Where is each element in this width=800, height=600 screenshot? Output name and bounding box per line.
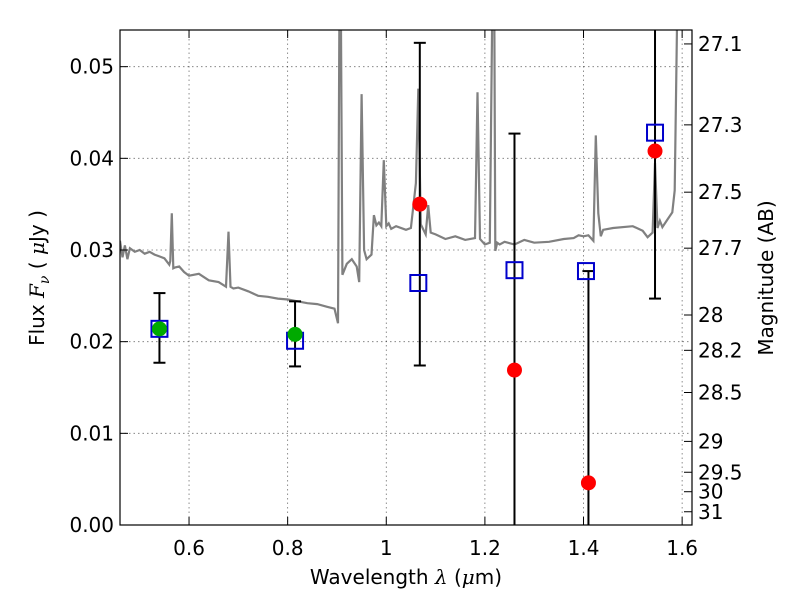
x-tick-label: 1.2 <box>469 536 501 560</box>
y-tick-label: 0.05 <box>69 55 114 79</box>
gridlines <box>120 30 692 525</box>
mag-tick-label: 31 <box>698 500 723 524</box>
observed-point <box>506 362 522 378</box>
y-tick-label: 0.04 <box>69 146 114 170</box>
observed-markers <box>151 143 663 491</box>
model-band-square <box>150 319 169 338</box>
mag-tick-label: 29 <box>698 429 723 453</box>
plot-frame <box>119 29 693 526</box>
mag-tick-label: 30 <box>698 480 723 504</box>
x-tick-label: 0.8 <box>272 536 304 560</box>
y-tick-label: 0.00 <box>69 513 114 537</box>
mag-tick-label: 28 <box>698 303 723 327</box>
mag-tick-label: 27.7 <box>698 236 743 260</box>
x-tick-label: 0.6 <box>173 536 205 560</box>
model-band-square <box>409 274 428 292</box>
model-band-square <box>505 261 524 280</box>
x-tick-label: 1.6 <box>666 536 698 560</box>
model-band-square <box>646 123 665 142</box>
y-ticks: 0.00 0.01 0.02 0.03 0.04 0.05 <box>69 55 128 537</box>
mag-tick-label: 27.1 <box>698 32 743 56</box>
y2-axis-label: Magnitude (AB) <box>754 200 778 355</box>
x-axis-label: Wavelength λ (μm) <box>310 565 502 589</box>
observed-point <box>580 475 596 491</box>
observed-point <box>647 143 663 159</box>
observed-point <box>287 326 303 342</box>
x-tick-label: 1 <box>380 536 393 560</box>
x-tick-label: 1.4 <box>568 536 600 560</box>
model-spectrum-line <box>120 30 679 324</box>
mag-tick-label: 27.3 <box>698 113 743 137</box>
mag-tick-label: 27.5 <box>698 180 743 204</box>
model-band-square <box>576 262 595 281</box>
x-ticks: 0.6 0.8 1 1.2 1.4 1.6 <box>173 30 698 560</box>
y-tick-label: 0.02 <box>69 330 114 354</box>
mag-tick-label: 28.2 <box>698 338 743 362</box>
y-axis-label: Flux Fν ( μJy ) <box>25 210 53 346</box>
mag-tick-label: 28.5 <box>698 381 743 405</box>
y-tick-label: 0.03 <box>69 238 114 262</box>
observed-point <box>412 196 428 212</box>
mag-tick-label: 29.5 <box>698 460 743 484</box>
plot-area <box>120 30 679 324</box>
observed-point <box>151 321 167 337</box>
y-tick-label: 0.01 <box>69 421 114 445</box>
